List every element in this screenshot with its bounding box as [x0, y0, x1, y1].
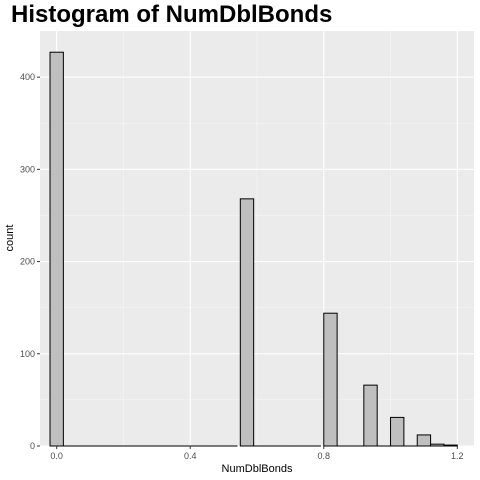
y-tick-label: 300	[20, 164, 35, 174]
histogram-bar	[430, 443, 445, 447]
y-tick-label: 100	[20, 349, 35, 359]
histogram-bar	[416, 434, 432, 447]
histogram-bar	[443, 444, 458, 447]
y-axis-title: count	[4, 225, 16, 252]
x-tick-label: 0.0	[50, 451, 63, 461]
x-axis: 0.0 0.4 0.8 1.2	[50, 446, 464, 461]
histogram-bar	[390, 416, 405, 447]
histogram-bar	[239, 198, 255, 447]
x-tick-label: 1.2	[451, 451, 464, 461]
y-tick-label: 200	[20, 257, 35, 267]
histogram-bar	[323, 312, 338, 447]
y-tick-label: 0	[30, 441, 35, 451]
y-axis: 0 100 200 300 400	[20, 72, 40, 451]
chart-title: Histogram of NumDblBonds	[11, 1, 332, 28]
histogram-bar	[49, 51, 64, 447]
y-tick-label: 400	[20, 72, 35, 82]
x-axis-title: NumDblBonds	[222, 463, 293, 475]
histogram-bar	[363, 384, 378, 447]
x-tick-label: 0.8	[318, 451, 331, 461]
x-tick-label: 0.4	[184, 451, 197, 461]
